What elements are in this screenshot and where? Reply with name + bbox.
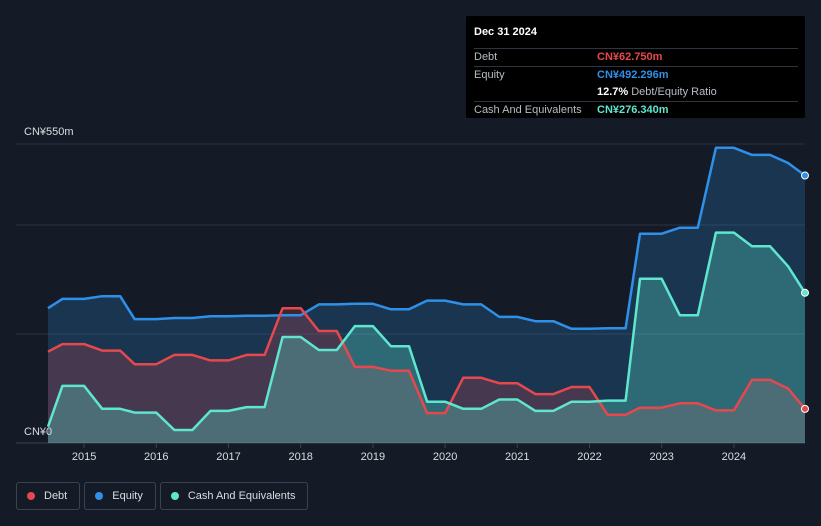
x-tick-label: 2017 (216, 451, 240, 463)
y-axis-labels: CN¥550m CN¥0 (24, 126, 74, 438)
tooltip-label: Cash And Equivalents (474, 104, 582, 116)
legend-dot (170, 492, 179, 500)
x-axis-ticks (83, 443, 735, 448)
legend-item-cash[interactable]: Cash And Equivalents (159, 482, 309, 510)
tooltip-ratio-label: Debt/Equity Ratio (631, 86, 717, 98)
tooltip-label: Debt (474, 51, 498, 63)
line-debt (47, 306, 806, 416)
legend-dot (95, 492, 104, 500)
x-tick-label: 2024 (722, 451, 746, 463)
x-tick-label: 2018 (288, 451, 312, 463)
grid-lines (16, 143, 805, 444)
x-axis-labels: 2015 2016 2017 2018 2019 2020 2021 2022 2023 2024 (72, 451, 746, 463)
x-tick-label: 2016 (144, 451, 168, 463)
tooltip-label: Equity (474, 69, 505, 81)
legend-item-debt[interactable]: Debt (16, 482, 81, 510)
end-marker-debt (801, 404, 809, 413)
end-marker-cash-and-equivalents (801, 288, 809, 297)
tooltip-date: Dec 31 2024 (474, 26, 537, 38)
line-cash-and-equivalents (46, 231, 807, 432)
legend-label: Cash And Equivalents (187, 490, 296, 502)
x-tick-label: 2015 (72, 451, 96, 463)
tooltip-value: 12.7% (597, 86, 629, 98)
legend-dot (27, 492, 35, 500)
tooltip-value: CN¥276.340m (597, 104, 669, 116)
area-equity (48, 147, 805, 444)
tooltip-row-equity: Equity CN¥492.296m (474, 66, 798, 84)
tooltip-value: CN¥62.750m (597, 51, 663, 63)
tooltip-label (474, 84, 597, 101)
end-markers (801, 171, 809, 413)
legend-item-equity[interactable]: Equity (84, 482, 156, 510)
series-lines (46, 146, 807, 432)
tooltip-row-debt: Debt CN¥62.750m (474, 48, 798, 66)
x-tick-label: 2020 (433, 451, 457, 463)
y-tick-label-bottom: CN¥0 (24, 426, 52, 438)
legend-label: Debt (44, 490, 68, 502)
x-tick-label: 2021 (505, 451, 529, 463)
x-tick-label: 2023 (649, 451, 673, 463)
legend-label: Equity (112, 490, 143, 502)
y-tick-label-top: CN¥550m (24, 126, 74, 138)
data-tooltip: Dec 31 2024 Debt CN¥62.750m Equity CN¥49… (466, 16, 805, 118)
tooltip-row-cash: Cash And Equivalents CN¥276.340m (474, 101, 798, 119)
end-marker-equity (801, 171, 809, 180)
line-equity (47, 146, 806, 331)
tooltip-row-ratio: 12.7% Debt/Equity Ratio (474, 84, 798, 101)
tooltip-value: CN¥492.296m (597, 69, 669, 81)
x-tick-label: 2022 (577, 451, 601, 463)
chart-legend: Debt Equity Cash And Equivalents (16, 482, 312, 510)
x-tick-label: 2019 (361, 451, 385, 463)
